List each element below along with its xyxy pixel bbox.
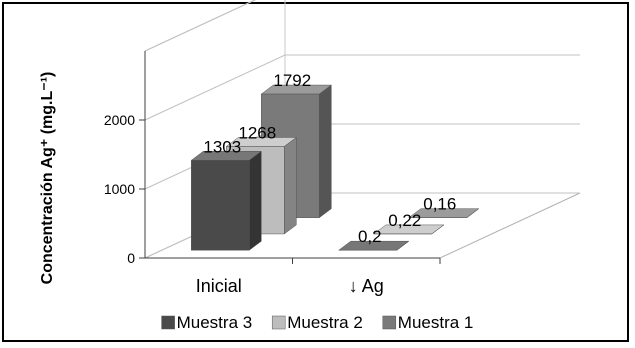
- legend-swatch-0: [161, 315, 175, 330]
- data-labels: 1792 0,16 1268 0,22 1303 0,2: [203, 71, 456, 246]
- legend: Muestra 3 Muestra 2 Muestra 1: [161, 313, 474, 332]
- y-axis-label: Concentración Ag⁺ (mg.L⁻¹): [39, 72, 56, 285]
- bar-muestra-2-1: [373, 224, 445, 235]
- gridline-top: [144, 0, 257, 52]
- data-label-muestra-3-1: 0,2: [358, 227, 382, 246]
- y-tick-labels: 0 1000 2000: [104, 112, 135, 266]
- x-category-label-0: Inicial: [196, 276, 242, 296]
- bar-muestra-3-0-front: [191, 160, 250, 251]
- bars: [190, 84, 480, 251]
- top-wall-edge: [144, 0, 257, 52]
- axes: [139, 51, 441, 264]
- data-label-muestra-3-0: 1303: [203, 137, 241, 156]
- bar-muestra-3-1: [338, 240, 410, 251]
- x-category-label-1: ↓ Ag: [349, 276, 384, 296]
- bar-muestra-3-0-side: [249, 150, 262, 251]
- gridline-2: [144, 54, 580, 121]
- y-tick-label-0: 0: [127, 250, 135, 266]
- bar-muestra-2-0-side: [284, 136, 297, 235]
- legend-label-1: Muestra 2: [287, 313, 363, 332]
- y-tick-label-2: 2000: [104, 112, 135, 128]
- legend-swatch-1: [271, 315, 286, 330]
- bar-muestra-3-0: [190, 150, 263, 251]
- legend-label-2: Muestra 1: [398, 313, 474, 332]
- bar-muestra-1-1: [408, 208, 480, 219]
- data-label-muestra-1-0: 1792: [273, 71, 311, 90]
- x-category-labels: Inicial ↓ Ag: [196, 276, 384, 296]
- data-label-muestra-2-1: 0,22: [388, 211, 421, 230]
- bar-muestra-1-0-side: [319, 84, 332, 219]
- legend-label-0: Muestra 3: [177, 313, 253, 332]
- y-tick-label-1: 1000: [104, 181, 135, 197]
- data-label-muestra-1-1: 0,16: [423, 195, 456, 214]
- legend-swatch-2: [382, 315, 397, 330]
- data-label-muestra-2-0: 1268: [238, 123, 276, 142]
